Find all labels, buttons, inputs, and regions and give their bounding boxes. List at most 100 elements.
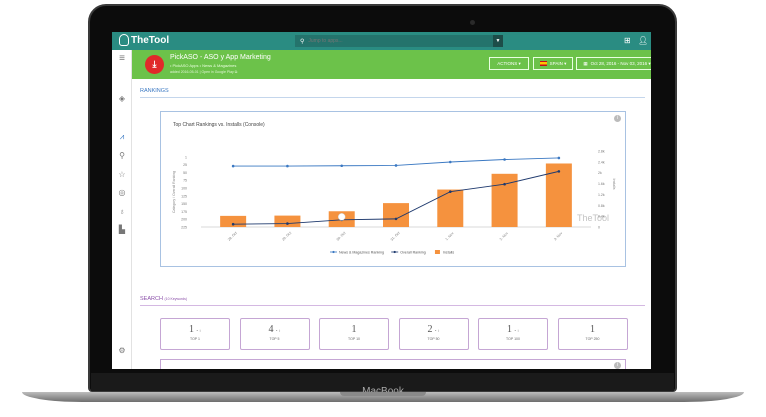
svg-text:50: 50 xyxy=(183,171,187,175)
rankings-divider xyxy=(140,97,645,98)
svg-text:125: 125 xyxy=(181,194,187,198)
search-title: SEARCH (10 Keywords) xyxy=(140,296,187,302)
layers-icon[interactable]: ◈ xyxy=(118,94,126,103)
kpi-value: 4 • ↕ xyxy=(268,324,281,335)
app-search: ⚲ ▼ xyxy=(295,35,503,47)
search-title-text: SEARCH xyxy=(140,296,163,302)
logo-icon xyxy=(119,34,129,46)
svg-text:175: 175 xyxy=(181,210,187,214)
star-icon[interactable]: ☆ xyxy=(118,170,126,179)
menu-icon[interactable]: ≡ xyxy=(119,53,125,64)
calendar-icon: ▦ xyxy=(583,60,588,66)
svg-text:News & Magazines Ranking: News & Magazines Ranking xyxy=(339,251,384,255)
info-icon[interactable]: i xyxy=(614,362,621,369)
svg-text:0.8k: 0.8k xyxy=(598,204,605,208)
country-label: SPAIN ▾ xyxy=(549,60,567,66)
logo-text: TheTool xyxy=(131,34,170,46)
laptop-notch xyxy=(340,392,426,396)
kpi-value: 1 • ↕ xyxy=(507,324,519,335)
thumbs-up-icon[interactable]: ▙ xyxy=(118,225,126,234)
kpi-value: 1 • ↕ xyxy=(189,324,201,335)
svg-text:28. Oct: 28. Oct xyxy=(227,231,238,242)
date-range-button[interactable]: ▦ Oct 28, 2016 - Nov 03, 2016 ▾ xyxy=(576,57,651,70)
svg-text:0: 0 xyxy=(598,226,600,230)
svg-text:2k: 2k xyxy=(598,171,602,175)
svg-text:Overall Ranking: Overall Ranking xyxy=(400,251,426,255)
svg-text:25: 25 xyxy=(183,163,187,167)
device-label: MacBook xyxy=(0,386,766,397)
microphone-icon[interactable]: ♁ xyxy=(119,207,125,216)
kpi-label: TOP 50 xyxy=(427,337,440,341)
svg-text:1.2k: 1.2k xyxy=(598,193,605,197)
date-range-label: Oct 28, 2016 - Nov 03, 2016 ▾ xyxy=(590,60,651,66)
laptop-base xyxy=(22,392,744,402)
svg-text:29. Oct: 29. Oct xyxy=(281,231,292,242)
svg-text:1: 1 xyxy=(185,156,187,160)
kpi-label: TOP 1 xyxy=(190,337,200,341)
search-divider xyxy=(140,305,645,306)
keywords-count: (10 Keywords) xyxy=(164,297,188,301)
svg-text:TheTool: TheTool xyxy=(577,213,609,223)
apps-grid-icon[interactable]: ⊞ xyxy=(624,36,631,45)
top-navbar: TheTool ⚲ ▼ ⊞ 👤︎ xyxy=(112,32,651,50)
kpi-label: TOP 10 xyxy=(348,337,360,341)
kpi-value: 1 xyxy=(590,324,595,335)
app-icon: ⤓ xyxy=(145,55,164,74)
user-icon[interactable]: 👤︎ xyxy=(638,36,649,45)
svg-text:1.6k: 1.6k xyxy=(598,182,605,186)
kpi-card[interactable]: 1 • ↕ TOP 1 xyxy=(160,318,230,350)
chevron-down-icon[interactable]: ▼ xyxy=(493,35,503,47)
svg-text:31. Oct: 31. Oct xyxy=(390,231,401,242)
search-input[interactable] xyxy=(304,38,495,44)
kpi-card[interactable]: 1 TOP 10 xyxy=(319,318,389,350)
camera xyxy=(470,20,475,25)
svg-text:1. Nov: 1. Nov xyxy=(445,231,455,241)
gauge-icon[interactable]: ◎ xyxy=(118,188,126,197)
chart-icon[interactable]: ⩘ xyxy=(119,132,125,141)
bottom-card: i xyxy=(160,359,626,369)
rankings-title: RANKINGS xyxy=(140,88,169,94)
svg-text:150: 150 xyxy=(181,202,187,206)
sidebar: ≡ ◈ ⩘ ⚲ ☆ ◎ ♁ ▙ ⚙ xyxy=(112,50,132,369)
kpi-value: 1 xyxy=(351,324,357,335)
svg-text:Installs: Installs xyxy=(443,251,454,255)
kpi-label: TOP 5 xyxy=(269,337,280,341)
app-category: • PickASO Apps • News & Magazines xyxy=(170,63,237,68)
svg-text:3. Nov: 3. Nov xyxy=(553,231,563,241)
svg-text:Installs: Installs xyxy=(612,179,616,190)
svg-text:30. Oct: 30. Oct xyxy=(336,231,347,242)
actions-button[interactable]: ACTIONS ▾ xyxy=(489,57,529,70)
kpi-card[interactable]: 1 • ↕ TOP 100 xyxy=(478,318,548,350)
svg-text:2.4k: 2.4k xyxy=(598,160,605,164)
kpi-card[interactable]: 4 • ↕ TOP 5 xyxy=(239,318,310,350)
actions-label: ACTIONS ▾ xyxy=(497,60,521,66)
kpi-card[interactable]: 1 TOP 250 xyxy=(557,318,628,350)
svg-text:2.8k: 2.8k xyxy=(598,150,605,154)
svg-text:2. Nov: 2. Nov xyxy=(499,231,509,241)
country-button[interactable]: SPAIN ▾ xyxy=(533,57,573,70)
svg-text:Category / Overall Ranking: Category / Overall Ranking xyxy=(172,171,176,213)
kpi-card[interactable]: 2 • ↕ TOP 50 xyxy=(398,318,469,350)
logo[interactable]: TheTool xyxy=(119,34,169,46)
gear-icon[interactable]: ⚙ xyxy=(118,346,126,355)
app-header: ⤓ PickASO - ASO y App Marketing • PickAS… xyxy=(132,50,651,79)
spain-flag-icon xyxy=(539,61,547,66)
rankings-chart-card: Top Chart Rankings vs. Installs (Console… xyxy=(160,111,626,267)
kpi-label: TOP 250 xyxy=(585,337,600,341)
svg-text:100: 100 xyxy=(181,186,187,190)
app-title: PickASO - ASO y App Marketing xyxy=(170,54,271,61)
svg-text:75: 75 xyxy=(183,179,187,183)
app-meta[interactable]: added 2016-05-01 | Open in Google Play ⧉ xyxy=(170,70,238,74)
svg-text:225: 225 xyxy=(181,226,187,230)
svg-text:0.4k: 0.4k xyxy=(598,215,605,219)
search-icon[interactable]: ⚲ xyxy=(119,151,125,160)
screen: TheTool ⚲ ▼ ⊞ 👤︎ ≡ ◈ ⩘ ⚲ ☆ ◎ ♁ ▙ ⚙ ⤓ Pic… xyxy=(112,32,651,369)
search-icon: ⚲ xyxy=(300,38,305,45)
svg-text:200: 200 xyxy=(181,218,187,222)
kpi-value: 2 • ↕ xyxy=(427,324,440,335)
info-icon[interactable]: i xyxy=(614,115,621,122)
kpi-label: TOP 100 xyxy=(506,337,520,341)
chart-title: Top Chart Rankings vs. Installs (Console… xyxy=(173,122,265,128)
laptop-chin xyxy=(91,373,674,391)
